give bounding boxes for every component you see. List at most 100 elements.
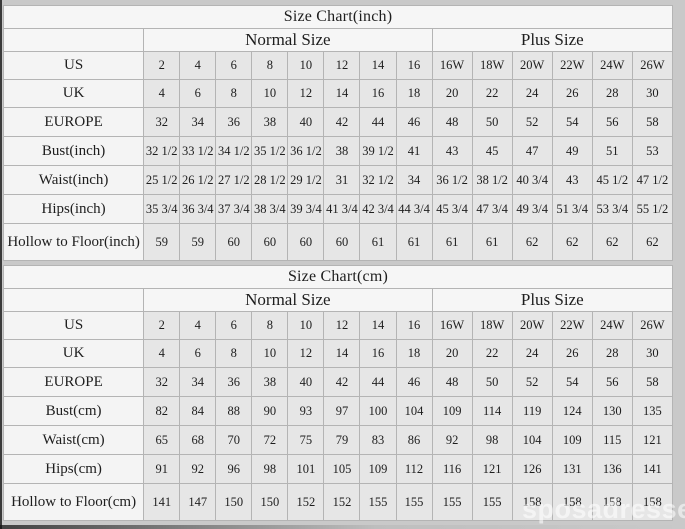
size-value-cell: 53 (631, 136, 674, 166)
size-value-cell: 41 3/4 (323, 194, 361, 224)
size-value-cell: 158 (511, 483, 553, 521)
size-value-cell: 33 1/2 (179, 136, 217, 166)
table-row: UK 4 6 8 10 12 14 16 18 20 22 24 26 28 30 (2, 79, 674, 108)
group-header: Normal Size (143, 288, 433, 312)
size-value-cell: 88 (215, 396, 253, 426)
row-label: Waist(cm) (2, 425, 145, 455)
size-value-cell: 55 1/2 (631, 194, 674, 224)
size-table: Size Chart(inch) Normal Size Plus Size US 2 4… (2, 5, 674, 261)
size-value-cell: 32 1/2 (359, 165, 397, 195)
size-value-cell: 41 (395, 136, 433, 166)
size-value-cell: 105 (323, 454, 361, 484)
row-label: EUROPE (2, 367, 145, 397)
size-value-cell: 50 (471, 107, 513, 137)
size-value-cell: 28 (591, 79, 633, 108)
size-value-cell: 141 (631, 454, 674, 484)
size-value-cell: 58 (631, 367, 674, 397)
size-value-cell: 56 (591, 367, 633, 397)
size-value-cell: 36 1/2 (287, 136, 325, 166)
size-value-cell: 6 (215, 311, 253, 340)
size-value-cell: 18 (395, 79, 433, 108)
row-label: Bust(cm) (2, 396, 145, 426)
size-value-cell: 36 (215, 367, 253, 397)
size-value-cell: 32 (143, 107, 181, 137)
size-chart-cm: Size Chart(cm) Normal Size Plus Size US 2 4 6 8… (2, 265, 674, 521)
size-value-cell: 38 3/4 (251, 194, 289, 224)
size-value-cell: 70 (215, 425, 253, 455)
size-value-cell: 35 3/4 (143, 194, 181, 224)
size-value-cell: 60 (251, 223, 289, 261)
size-value-cell: 14 (323, 339, 361, 368)
table-row: EUROPE 32 34 36 38 40 42 44 46 48 50 52 54 56 58 (2, 107, 674, 137)
size-value-cell: 30 (631, 79, 674, 108)
photo-left-edge (0, 0, 2, 529)
size-value-cell: 8 (251, 51, 289, 80)
row-label: US (2, 311, 145, 340)
size-value-cell: 47 1/2 (631, 165, 674, 195)
size-value-cell: 49 (551, 136, 593, 166)
size-value-cell: 22 (471, 339, 513, 368)
size-value-cell: 109 (551, 425, 593, 455)
table-row: Bust(inch) 32 1/2 33 1/2 34 1/2 35 1/2 36 1/2… (2, 136, 674, 166)
row-label: Hips(cm) (2, 454, 145, 484)
size-value-cell: 20W (511, 51, 553, 80)
size-value-cell: 158 (551, 483, 593, 521)
size-value-cell: 46 (395, 107, 433, 137)
size-value-cell: 34 (179, 367, 217, 397)
size-value-cell: 38 (323, 136, 361, 166)
size-value-cell: 115 (591, 425, 633, 455)
size-value-cell: 36 3/4 (179, 194, 217, 224)
size-value-cell: 86 (395, 425, 433, 455)
row-label: Hollow to Floor(cm) (2, 483, 145, 521)
size-value-cell: 36 (215, 107, 253, 137)
size-value-cell: 101 (287, 454, 325, 484)
size-value-cell: 65 (143, 425, 181, 455)
size-value-cell: 10 (251, 79, 289, 108)
size-value-cell: 150 (215, 483, 253, 521)
size-value-cell: 22W (551, 311, 593, 340)
size-value-cell: 45 (471, 136, 513, 166)
size-value-cell: 6 (215, 51, 253, 80)
size-value-cell: 31 (323, 165, 361, 195)
size-value-cell: 42 3/4 (359, 194, 397, 224)
size-value-cell: 59 (143, 223, 181, 261)
size-value-cell: 26W (631, 311, 674, 340)
size-value-cell: 43 (431, 136, 473, 166)
size-value-cell: 22 (471, 79, 513, 108)
size-value-cell: 51 (591, 136, 633, 166)
table-row: Hips(inch) 35 3/4 36 3/4 37 3/4 38 3/4 39 3/4… (2, 194, 674, 224)
size-value-cell: 62 (591, 223, 633, 261)
size-value-cell: 114 (471, 396, 513, 426)
size-value-cell: 4 (179, 311, 217, 340)
size-value-cell: 61 (471, 223, 513, 261)
group-header: Plus Size (431, 288, 674, 312)
size-value-cell: 44 (359, 367, 397, 397)
size-value-cell: 42 (323, 367, 361, 397)
size-value-cell: 24W (591, 51, 633, 80)
photo-bottom-edge (0, 525, 685, 529)
size-chart-inch: Size Chart(inch) Normal Size Plus Size US 2 4… (2, 5, 674, 261)
table-row: Hollow to Floor(cm) 141 147 150 150 152 152 155… (2, 483, 674, 521)
size-value-cell: 59 (179, 223, 217, 261)
size-value-cell: 12 (287, 339, 325, 368)
size-value-cell: 28 (591, 339, 633, 368)
size-value-cell: 152 (323, 483, 361, 521)
size-value-cell: 61 (431, 223, 473, 261)
size-value-cell: 48 (431, 107, 473, 137)
size-value-cell: 48 (431, 367, 473, 397)
size-value-cell: 20 (431, 79, 473, 108)
size-value-cell: 26W (631, 51, 674, 80)
size-value-cell: 20W (511, 311, 553, 340)
size-value-cell: 49 3/4 (511, 194, 553, 224)
size-value-cell: 16 (395, 51, 433, 80)
row-label: Hollow to Floor(inch) (2, 223, 145, 261)
size-value-cell: 16W (431, 51, 473, 80)
size-value-cell: 68 (179, 425, 217, 455)
size-value-cell: 54 (551, 367, 593, 397)
size-value-cell: 51 3/4 (551, 194, 593, 224)
size-value-cell: 155 (471, 483, 513, 521)
size-value-cell: 79 (323, 425, 361, 455)
size-value-cell: 38 (251, 107, 289, 137)
size-value-cell: 52 (511, 367, 553, 397)
table-row: Hips(cm) 91 92 96 98 101 105 109 112 116 121 126 131… (2, 454, 674, 484)
